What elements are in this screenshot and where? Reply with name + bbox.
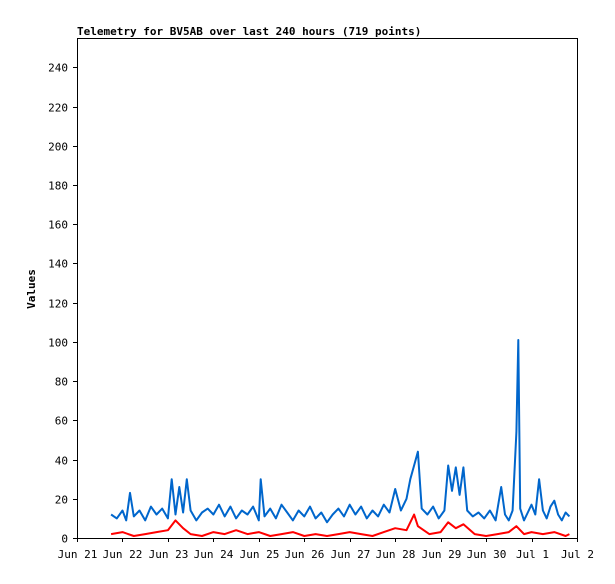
series-layer — [110, 339, 571, 537]
plot-frame — [77, 38, 578, 539]
y-tick-label: 220 — [48, 102, 68, 115]
x-tick-label: Jun 23 — [149, 548, 189, 561]
y-tick-label: 100 — [48, 337, 68, 350]
y-tick-label: 240 — [48, 62, 68, 75]
x-tick-label: Jun 28 — [376, 548, 416, 561]
y-tick-label: 40 — [55, 455, 68, 468]
y-tick-label: 80 — [55, 376, 68, 389]
y-tick-label: 200 — [48, 141, 68, 154]
y-tick-label: 160 — [48, 219, 68, 232]
series-line-2 — [110, 513, 570, 537]
series-line-1 — [110, 339, 571, 524]
x-axis: Jun 21 Jun 22 Jun 23 Jun 24 Jun 25 Jun 26 Jun … — [58, 538, 594, 561]
y-tick-label: 180 — [48, 180, 68, 193]
chart-title: Telemetry for BV5AB over last 240 hours … — [77, 25, 421, 38]
x-tick-label: Jun 25 — [240, 548, 280, 561]
y-axis: 0 20 40 60 80 100 120 140 160 180 200 220 240 — [48, 62, 77, 546]
x-tick-label: Jun 29 — [422, 548, 462, 561]
y-tick-label: 140 — [48, 258, 68, 271]
y-axis-label: Values — [25, 269, 38, 309]
x-tick-label: Jun 22 — [103, 548, 143, 561]
x-tick-label: Jun 26 — [285, 548, 325, 561]
x-tick-label: Jun 21 — [58, 548, 98, 561]
y-tick-label: 120 — [48, 298, 68, 311]
x-tick-label: Jul 2 — [561, 548, 594, 561]
y-tick-label: 20 — [55, 494, 68, 507]
x-tick-label: Jun 30 — [467, 548, 507, 561]
y-tick-label: 0 — [61, 533, 68, 546]
x-tick-label: Jul 1 — [516, 548, 549, 561]
x-tick-label: Jun 27 — [331, 548, 371, 561]
x-tick-label: Jun 24 — [194, 548, 234, 561]
y-tick-label: 60 — [55, 415, 68, 428]
